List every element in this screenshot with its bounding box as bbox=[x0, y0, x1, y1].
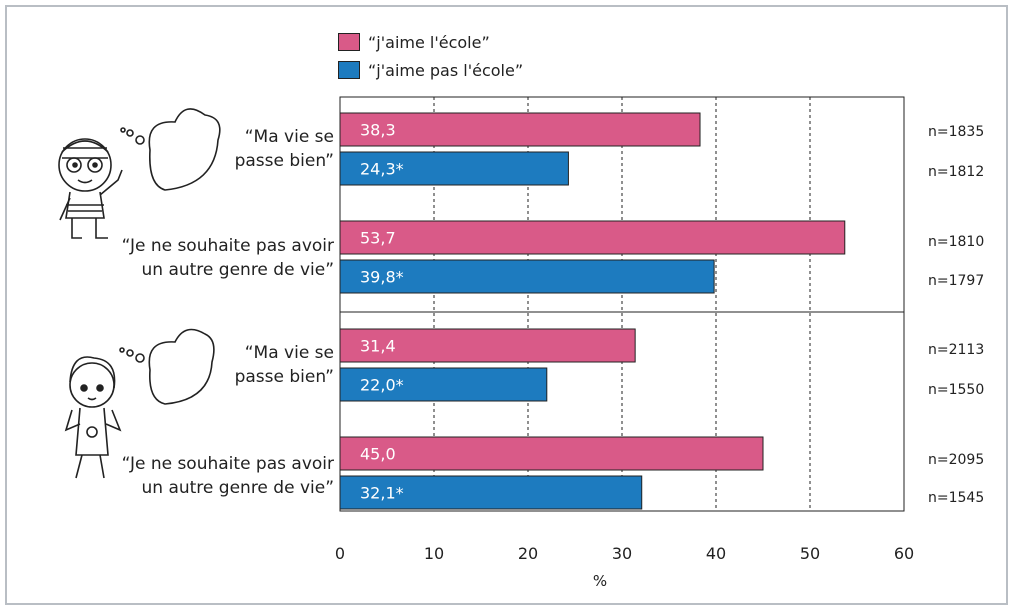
category-label-line: un autre genre de vie” bbox=[94, 476, 334, 500]
x-tick-label: 30 bbox=[602, 544, 642, 563]
legend-item-aime-pas: “j'aime pas l'école” bbox=[338, 56, 523, 84]
category-label-line: “Je ne souhaite pas avoir bbox=[94, 452, 334, 476]
bar bbox=[340, 437, 763, 470]
legend-item-aime: “j'aime l'école” bbox=[338, 28, 523, 56]
bar bbox=[340, 221, 845, 254]
category-label-line: passe bien” bbox=[94, 365, 334, 389]
legend: “j'aime l'école” “j'aime pas l'école” bbox=[338, 28, 523, 84]
x-tick-label: 10 bbox=[414, 544, 454, 563]
bar-value-label: 45,0 bbox=[360, 445, 396, 464]
x-tick-label: 60 bbox=[884, 544, 924, 563]
legend-swatch-aime-pas bbox=[338, 61, 360, 79]
sample-size-label: n=1545 bbox=[928, 490, 984, 506]
category-label: “Ma vie se passe bien” bbox=[94, 341, 334, 389]
sample-size-label: n=1835 bbox=[928, 124, 984, 140]
outer-border bbox=[6, 6, 1007, 604]
x-tick-label: 20 bbox=[508, 544, 548, 563]
legend-swatch-aime bbox=[338, 33, 360, 51]
x-tick-label: 50 bbox=[790, 544, 830, 563]
bar-value-label: 38,3 bbox=[360, 121, 396, 140]
category-label: “Je ne souhaite pas avoir un autre genre… bbox=[94, 234, 334, 282]
bar-value-label: 39,8* bbox=[360, 268, 404, 287]
category-label-line: “Je ne souhaite pas avoir bbox=[94, 234, 334, 258]
sample-size-label: n=1810 bbox=[928, 234, 984, 250]
category-label: “Ma vie se passe bien” bbox=[94, 125, 334, 173]
sample-size-label: n=2095 bbox=[928, 452, 984, 468]
x-tick-label: 0 bbox=[320, 544, 360, 563]
bar-value-label: 31,4 bbox=[360, 337, 396, 356]
category-label-line: “Ma vie se bbox=[94, 125, 334, 149]
category-label-line: “Ma vie se bbox=[94, 341, 334, 365]
x-axis-label: % bbox=[580, 572, 620, 590]
sample-size-label: n=2113 bbox=[928, 342, 984, 358]
category-label: “Je ne souhaite pas avoir un autre genre… bbox=[94, 452, 334, 500]
sample-size-label: n=1797 bbox=[928, 273, 984, 289]
legend-label-aime-pas: “j'aime pas l'école” bbox=[368, 61, 523, 80]
sample-size-label: n=1812 bbox=[928, 164, 984, 180]
category-label-line: passe bien” bbox=[94, 149, 334, 173]
x-tick-label: 40 bbox=[696, 544, 736, 563]
legend-label-aime: “j'aime l'école” bbox=[368, 33, 490, 52]
bar-value-label: 53,7 bbox=[360, 229, 396, 248]
category-label-line: un autre genre de vie” bbox=[94, 258, 334, 282]
bar-value-label: 32,1* bbox=[360, 484, 404, 503]
sample-size-label: n=1550 bbox=[928, 382, 984, 398]
bar-value-label: 24,3* bbox=[360, 160, 404, 179]
bar-value-label: 22,0* bbox=[360, 376, 404, 395]
